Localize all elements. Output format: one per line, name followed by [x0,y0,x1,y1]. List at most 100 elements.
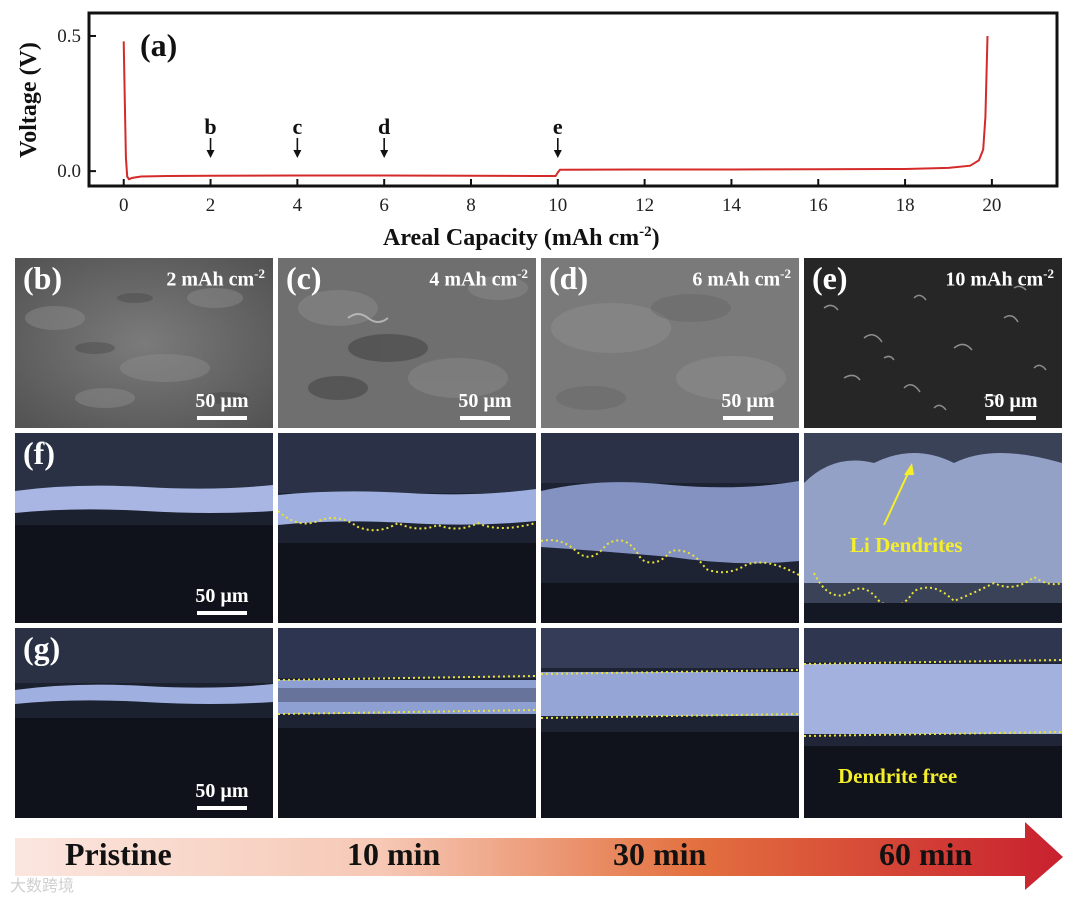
scale-text-c: 50 µm [458,390,512,412]
voltage-chart-svg: 0 2 4 6 8 10 12 14 16 18 20 0.0 0.5 b c d e (a) Voltage… [16,11,1059,251]
panel-label-a: (a) [140,27,177,63]
scale-text-g: 50 µm [195,780,249,802]
capacity-text-d: 6 mAh cm [692,268,781,291]
optical-f-10min-texture [278,433,536,623]
optical-g-10min [278,628,536,818]
panel-label-f: (f) [23,435,55,471]
x-tick-label: 12 [635,195,654,216]
capacity-sup-e: -2 [1043,266,1054,281]
x-tick-label: 8 [466,195,476,216]
x-tick-label: 20 [982,195,1001,216]
optical-f-30min [541,433,799,623]
sem-texture-b [15,258,273,428]
scale-line-g [197,806,247,810]
scale-line-e [986,416,1036,420]
x-tick-label: 16 [809,195,828,216]
annotation-arrow-head [206,150,215,158]
voltage-chart: 0 2 4 6 8 10 12 14 16 18 20 0.0 0.5 b c d e (a) Voltage… [0,0,1080,258]
voltage-line [122,35,989,181]
optical-f-10min [278,433,536,623]
li-dendrites-label: Li Dendrites [850,533,963,557]
sem-image-e: (e) 10 mAh cm-2 50 µm [804,258,1062,428]
capacity-sup-b: -2 [254,266,265,281]
x-axis-label-sup: -2 [639,224,652,240]
panel-label-c: (c) [286,260,322,296]
x-tick-label: 6 [379,195,389,216]
x-tick-label: 0 [119,195,129,216]
scale-line-b [197,416,247,420]
optical-f-30min-texture [541,433,799,623]
capacity-label-e: 10 mAh cm-2 [945,266,1054,292]
capacity-label-d: 6 mAh cm-2 [692,266,791,292]
panel-label-e: (e) [812,260,848,296]
y-tick-label: 0.0 [57,161,81,182]
scale-bar-f: 50 µm [185,585,259,615]
scale-text-e: 50 µm [984,390,1038,412]
optical-g-pristine: (g) 50 µm [15,628,273,818]
time-arrow-shape [15,822,1063,890]
optical-f-pristine: (f) 50 µm [15,433,273,623]
x-axis-label: Areal Capacity (mAh cm-2) [383,224,660,251]
sem-image-c: (c) 4 mAh cm-2 50 µm [278,258,536,428]
time-label-60min: 60 min [879,836,973,872]
scale-bar-b: 50 µm [185,390,259,420]
capacity-sup-d: -2 [780,266,791,281]
time-label-10min: 10 min [347,836,441,872]
time-label-30min: 30 min [613,836,707,872]
micrograph-grid: (b) 2 mAh cm-2 50 µm (c) 4 mAh cm-2 50 µ… [15,258,1063,818]
sem-image-b: (b) 2 mAh cm-2 50 µm [15,258,273,428]
optical-g-pristine-texture [15,628,273,818]
panel-label-g: (g) [23,630,61,666]
sem-image-d: (d) 6 mAh cm-2 50 µm [541,258,799,428]
capacity-sup-c: -2 [517,266,528,281]
scale-bar-e: 50 µm [974,390,1048,420]
x-tick-label: 14 [722,195,742,216]
x-axis-label-main: Areal Capacity (mAh cm [383,225,639,251]
scale-line-c [460,416,510,420]
capacity-label-b: 2 mAh cm-2 [166,266,265,292]
annotation-arrow-head [553,150,562,158]
time-label-pristine: Pristine [65,836,172,872]
scale-line-d [723,416,773,420]
optical-g-30min [541,628,799,818]
sem-texture-c [278,258,536,428]
annotation-label: c [292,114,302,139]
watermark-text: 大数跨境 [10,876,75,895]
capacity-label-c: 4 mAh cm-2 [429,266,528,292]
x-tick-label: 4 [293,195,303,216]
optical-f-60min-texture [804,433,1062,623]
optical-f-60min: Li Dendrites [804,433,1062,623]
y-tick-label: 0.5 [57,26,81,47]
panel-label-d: (d) [549,260,589,296]
capacity-text-e: 10 mAh cm [945,268,1044,291]
x-tick-label: 10 [548,195,567,216]
scale-line-f [197,611,247,615]
annotation-arrow-head [293,150,302,158]
capacity-text-b: 2 mAh cm [166,268,255,291]
scale-bar-c: 50 µm [448,390,522,420]
optical-g-30min-texture [541,628,799,818]
dendrite-free-label: Dendrite free [838,764,958,788]
x-axis-label-tail: ) [652,225,660,251]
optical-g-10min-texture [278,628,536,818]
sem-texture-d [541,258,799,428]
scale-text-d: 50 µm [721,390,775,412]
plot-frame [87,11,1059,188]
scale-text-b: 50 µm [195,390,249,412]
scale-text-f: 50 µm [195,585,249,607]
x-tick-label: 18 [896,195,915,216]
capacity-text-c: 4 mAh cm [429,268,518,291]
scale-bar-g: 50 µm [185,780,259,810]
annotation-label: e [553,114,563,139]
x-tick-label: 2 [206,195,216,216]
time-arrow: Pristine 10 min 30 min 60 min [15,822,1065,892]
panel-label-b: (b) [23,260,63,296]
optical-g-60min: Dendrite free [804,628,1062,818]
annotation-arrow-head [380,150,389,158]
annotation-label: b [204,114,216,139]
y-axis-label: Voltage (V) [16,42,42,158]
sem-texture-e [804,258,1062,428]
annotation-label: d [378,114,390,139]
optical-f-pristine-texture [15,433,273,623]
optical-g-60min-texture [804,628,1062,818]
